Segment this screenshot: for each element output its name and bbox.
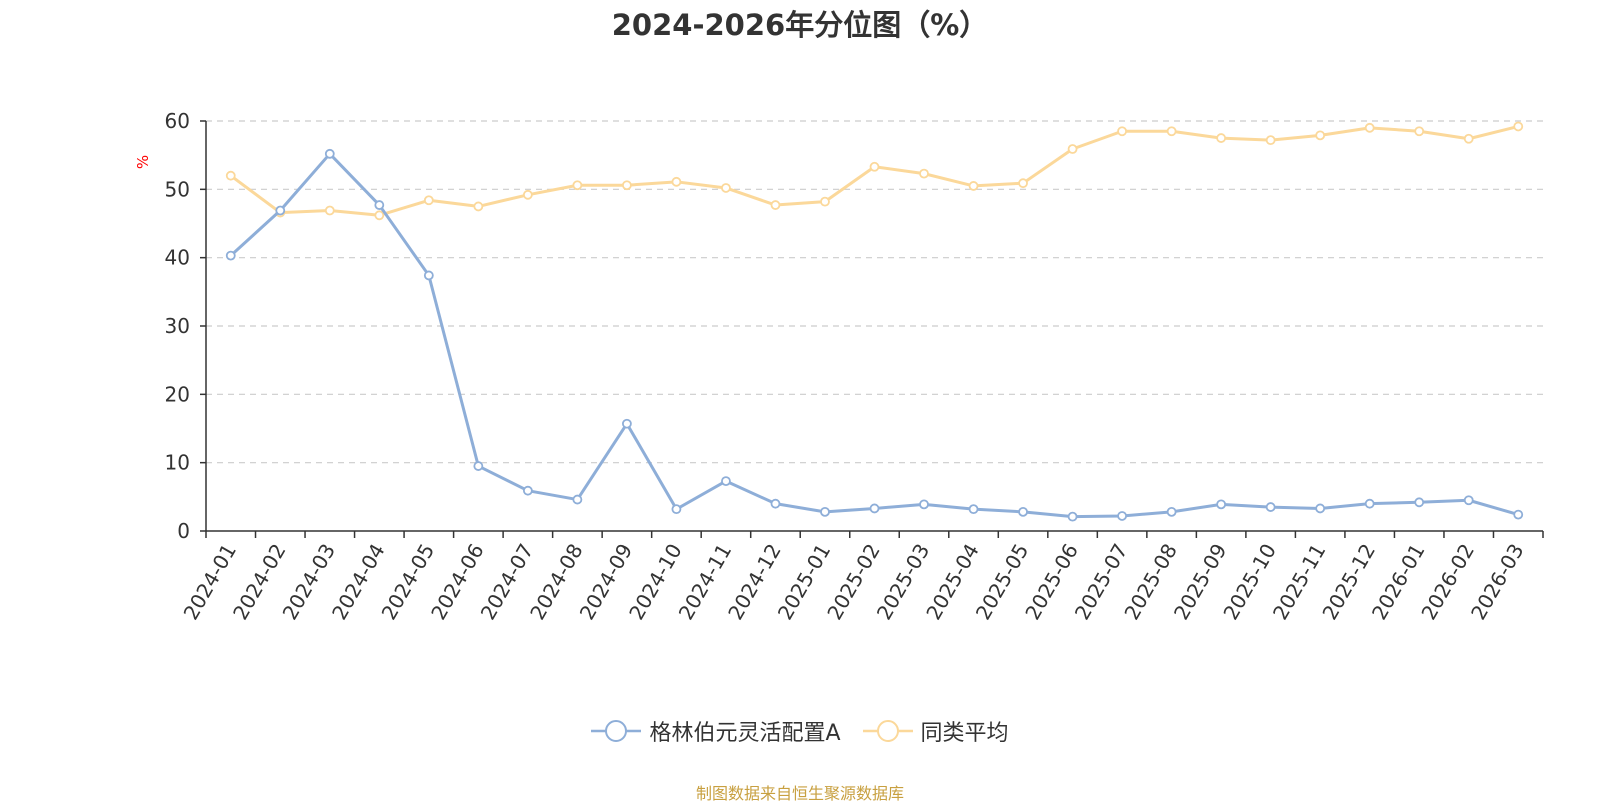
data-point	[869, 503, 880, 514]
data-point	[1265, 502, 1276, 512]
data-point	[423, 270, 434, 281]
data-point	[1463, 133, 1474, 144]
y-axis-label: %	[134, 155, 152, 169]
data-point	[225, 250, 236, 261]
data-point	[1166, 126, 1177, 137]
series-1	[225, 148, 1524, 522]
data-point	[1315, 130, 1326, 141]
data-point	[522, 485, 533, 496]
data-point	[671, 176, 682, 187]
y-tick-label: 30	[165, 314, 190, 338]
data-point	[1513, 509, 1524, 520]
chart-title: 2024-2026年分位图（%）	[611, 8, 989, 42]
data-point	[1166, 506, 1177, 517]
data-point	[671, 504, 682, 515]
data-point	[968, 504, 979, 515]
y-tick-label: 20	[165, 382, 190, 406]
data-point	[1067, 511, 1078, 522]
data-point	[572, 494, 583, 505]
data-point	[820, 196, 830, 207]
data-point	[721, 183, 731, 193]
legend: 格林伯元灵活配置A 同类平均	[0, 715, 1600, 747]
y-tick-label: 0	[177, 519, 190, 543]
line-chart: 0102030405060%2024-012024-022024-032024-…	[134, 109, 1544, 624]
data-point	[1315, 503, 1326, 514]
data-point	[225, 170, 236, 181]
legend-marker-series-2	[862, 720, 913, 742]
data-point	[473, 201, 484, 212]
data-point	[324, 148, 335, 159]
data-point	[770, 498, 781, 509]
data-point	[622, 180, 632, 191]
data-point	[423, 195, 434, 206]
data-point	[1414, 497, 1425, 508]
data-point	[522, 189, 533, 200]
data-point	[919, 499, 929, 510]
data-point	[1265, 135, 1276, 146]
data-point	[1018, 506, 1028, 517]
data-point	[1364, 498, 1375, 509]
data-point	[968, 181, 979, 191]
series-line	[229, 152, 1520, 519]
data-point	[1216, 133, 1227, 143]
data-point	[1364, 122, 1375, 133]
data-point	[1117, 126, 1127, 137]
legend-marker-series-1	[591, 720, 642, 742]
data-point	[1018, 178, 1028, 189]
data-point	[374, 210, 385, 221]
data-point	[572, 180, 583, 191]
data-point	[1117, 511, 1127, 521]
data-point	[1463, 495, 1474, 506]
source-note: 制图数据来自恒生聚源数据库	[695, 784, 904, 803]
y-tick-label: 60	[165, 109, 190, 133]
data-point	[1067, 144, 1078, 154]
data-point	[1414, 126, 1425, 137]
legend-item-series-1[interactable]: 格林伯元灵活配置A	[591, 715, 841, 747]
data-point	[324, 205, 335, 216]
legend-item-series-2[interactable]: 同类平均	[862, 715, 1009, 747]
data-point	[820, 506, 830, 517]
data-point	[473, 461, 484, 471]
data-point	[1513, 121, 1524, 132]
data-point	[1216, 499, 1227, 510]
data-point	[919, 168, 929, 179]
data-point	[721, 476, 731, 487]
legend-label-series-1: 格林伯元灵活配置A	[649, 721, 841, 746]
y-tick-label: 40	[165, 246, 190, 270]
legend-label-series-2: 同类平均	[920, 721, 1009, 746]
data-point	[275, 205, 286, 216]
y-tick-label: 50	[165, 177, 190, 201]
data-point	[869, 161, 880, 172]
data-point	[770, 200, 781, 210]
data-point	[622, 418, 632, 429]
y-tick-label: 10	[165, 451, 190, 475]
series-2	[225, 121, 1524, 221]
data-point	[374, 200, 385, 210]
